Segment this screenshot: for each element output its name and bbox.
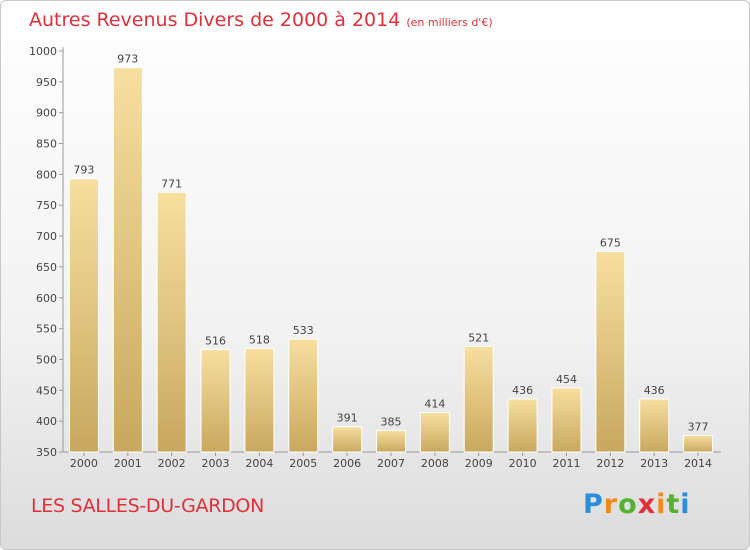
chart-title: Autres Revenus Divers de 2000 à 2014 (en … <box>29 9 493 31</box>
bar-value-label: 391 <box>337 412 358 425</box>
chart-subtitle: (en milliers d'€) <box>406 16 493 29</box>
bar-2008 <box>419 412 450 453</box>
x-tick-label: 2009 <box>465 457 493 470</box>
bar-2000 <box>68 178 99 453</box>
bar-value-label: 436 <box>644 384 665 397</box>
logo-letter: t <box>666 489 681 520</box>
bar-value-label: 516 <box>205 335 226 348</box>
bar-2009 <box>463 346 494 453</box>
bar-2014 <box>683 434 714 453</box>
y-tick-label: 550 <box>36 323 57 336</box>
logo-letter: r <box>603 489 619 520</box>
location-label: LES SALLES-DU-GARDON <box>31 495 265 517</box>
bar-value-label: 793 <box>73 164 94 177</box>
x-tick-label: 2008 <box>421 457 449 470</box>
x-tick-label: 2014 <box>684 457 712 470</box>
bar-value-label: 377 <box>688 420 709 433</box>
x-tick-label: 2011 <box>552 457 580 470</box>
proxiti-logo: Proxiti <box>583 489 691 520</box>
y-tick-label: 900 <box>36 107 57 120</box>
bar-value-label: 533 <box>293 324 314 337</box>
bar-2001 <box>112 67 143 453</box>
bars: 793 973 771 516 518 533 391 385 414 521 436 454 675 4… <box>68 53 714 453</box>
y-tick-label: 500 <box>36 353 57 366</box>
logo-letter: o <box>618 489 638 520</box>
chart-title-text: Autres Revenus Divers de 2000 à 2014 <box>29 9 401 31</box>
bar-value-label: 521 <box>468 332 489 345</box>
bar-value-label: 973 <box>117 53 138 66</box>
x-tick-label: 2001 <box>114 457 142 470</box>
bar-2011 <box>551 387 582 453</box>
x-axis: 2000 2001 2002 2003 2004 2005 2006 2007 2008 2009… <box>63 451 721 470</box>
bar-value-label: 414 <box>424 398 445 411</box>
bar-value-label: 518 <box>249 333 270 346</box>
bar-2003 <box>200 349 231 453</box>
y-tick-label: 600 <box>36 292 57 305</box>
logo-letter: P <box>583 489 604 520</box>
x-tick-label: 2002 <box>158 457 186 470</box>
x-tick-label: 2006 <box>333 457 361 470</box>
y-tick-label: 1000 <box>29 45 57 58</box>
logo-letter: x <box>637 489 657 520</box>
y-tick-label: 950 <box>36 76 57 89</box>
x-tick-label: 2010 <box>509 457 537 470</box>
x-tick-label: 2004 <box>245 457 273 470</box>
bar-value-label: 454 <box>556 373 577 386</box>
bar-2006 <box>332 426 363 453</box>
bar-2005 <box>288 338 319 453</box>
bar-value-label: 771 <box>161 177 182 190</box>
y-tick-label: 650 <box>36 261 57 274</box>
bar-value-label: 436 <box>512 384 533 397</box>
logo-letter: i <box>656 489 667 520</box>
x-tick-label: 2012 <box>596 457 624 470</box>
y-tick-label: 850 <box>36 138 57 151</box>
x-tick-label: 2007 <box>377 457 405 470</box>
y-axis: 350 400 450 500 550 600 650 700 750 800 850 900 950 1… <box>29 45 64 459</box>
x-tick-label: 2003 <box>202 457 230 470</box>
bar-2013 <box>639 398 670 453</box>
y-tick-label: 800 <box>36 168 57 181</box>
bar-value-label: 385 <box>381 415 402 428</box>
y-tick-label: 750 <box>36 199 57 212</box>
bar-2007 <box>376 429 406 453</box>
y-tick-label: 350 <box>36 446 57 459</box>
y-tick-label: 400 <box>36 415 57 428</box>
x-tick-label: 2013 <box>640 457 668 470</box>
x-tick-label: 2005 <box>289 457 317 470</box>
bar-2012 <box>595 251 626 453</box>
y-tick-label: 700 <box>36 230 57 243</box>
y-tick-label: 450 <box>36 384 57 397</box>
bar-2010 <box>507 398 538 453</box>
bar-value-label: 675 <box>600 237 621 250</box>
x-tick-label: 2000 <box>70 457 98 470</box>
bar-2002 <box>156 191 187 453</box>
bar-2004 <box>244 347 275 453</box>
logo-letter: i <box>680 489 691 520</box>
